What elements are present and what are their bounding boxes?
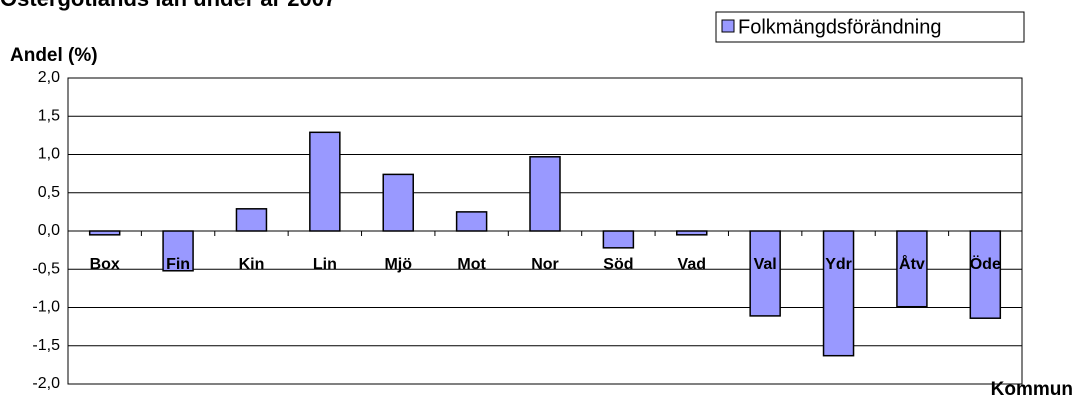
legend-swatch — [721, 19, 735, 33]
y-tick-label: -1,5 — [32, 337, 60, 354]
bar — [896, 230, 928, 308]
y-tick-label: 2,0 — [38, 69, 60, 86]
y-tick-label: -2,0 — [32, 375, 60, 392]
bar — [676, 230, 708, 236]
legend-label: Folkmängdsförändning — [738, 16, 941, 38]
x-tick-label: Mjö — [384, 256, 412, 273]
x-tick-label: Lin — [313, 256, 337, 273]
bar — [309, 131, 341, 232]
bar — [162, 230, 194, 272]
x-tick-label: Mot — [457, 256, 486, 273]
y-tick-label: -1,0 — [32, 299, 60, 316]
bar — [235, 208, 268, 232]
bar — [602, 230, 635, 249]
legend-box — [715, 11, 1025, 43]
x-tick-label: Ydr — [825, 256, 852, 273]
x-tick-label: Nor — [531, 256, 559, 273]
x-tick-label: Söd — [603, 256, 633, 273]
x-tick-label: Vad — [678, 256, 706, 273]
bar — [969, 230, 1002, 319]
x-tick-label: Val — [754, 256, 777, 273]
x-tick-label: Kin — [239, 256, 265, 273]
x-axis-label: Kommun — [991, 379, 1073, 400]
bar — [88, 230, 121, 236]
bar — [822, 230, 855, 357]
x-tick-label: Box — [90, 256, 120, 273]
y-tick-label: 0,5 — [38, 184, 60, 201]
bar — [382, 173, 414, 232]
bar — [529, 156, 561, 232]
y-tick-label: -0,5 — [32, 260, 60, 277]
x-tick-label: Öde — [970, 254, 1001, 273]
x-tick-label: Fin — [166, 256, 190, 273]
bar — [749, 230, 781, 317]
y-tick-label: 0,0 — [38, 222, 60, 239]
bar — [455, 211, 488, 232]
x-tick-label: Åtv — [899, 254, 925, 273]
y-axis-label: Andel (%) — [10, 45, 98, 66]
y-tick-label: 1,5 — [38, 107, 60, 124]
y-tick-label: 1,0 — [38, 146, 60, 163]
chart-title: Östergötlands län under år 2007 — [0, 0, 336, 11]
